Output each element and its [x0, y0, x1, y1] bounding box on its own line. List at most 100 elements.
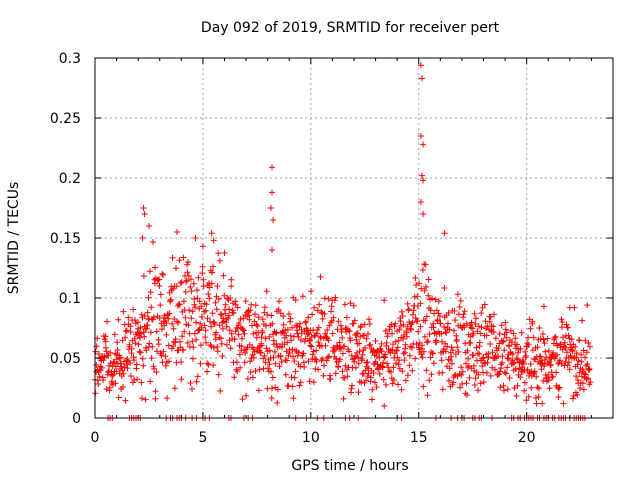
data-point [237, 316, 244, 322]
data-point [120, 370, 127, 377]
data-point [315, 366, 322, 373]
data-point [470, 352, 477, 359]
data-point [361, 380, 368, 386]
data-point [453, 336, 460, 343]
data-point [146, 340, 153, 347]
data-point [408, 326, 415, 333]
data-point [190, 355, 196, 362]
data-point [301, 364, 308, 370]
data-point [578, 358, 585, 365]
data-point [426, 331, 433, 338]
data-point [132, 340, 139, 347]
data-point [504, 386, 511, 393]
data-point [204, 315, 211, 322]
data-point [104, 318, 111, 325]
data-point [340, 395, 347, 402]
data-point [385, 364, 392, 371]
data-point [269, 189, 275, 196]
data-point [519, 364, 526, 371]
data-point [218, 311, 225, 318]
data-point [552, 333, 559, 340]
data-point [192, 235, 199, 241]
data-point [463, 360, 469, 367]
data-point [140, 362, 147, 369]
data-point [331, 297, 338, 304]
data-point [344, 373, 351, 380]
data-point [355, 360, 362, 367]
data-point [207, 318, 214, 325]
data-point [378, 348, 385, 355]
data-point [323, 334, 330, 340]
data-point [507, 327, 514, 334]
data-point [162, 362, 169, 369]
data-point [428, 371, 435, 378]
data-point [478, 310, 485, 317]
data-point [388, 321, 395, 328]
data-point [421, 287, 428, 294]
data-point [172, 336, 179, 343]
data-point [250, 346, 257, 353]
data-point [148, 355, 155, 362]
data-point [156, 282, 163, 289]
data-point [508, 339, 515, 346]
data-point [122, 334, 129, 341]
data-point [282, 371, 289, 378]
data-point [512, 335, 519, 342]
data-point [264, 385, 271, 392]
data-point [325, 295, 332, 302]
x-axis-label: GPS time / hours [291, 458, 408, 474]
data-point [152, 395, 159, 402]
data-point [267, 205, 274, 211]
data-point [182, 314, 189, 321]
data-point [513, 392, 520, 399]
data-point [466, 374, 473, 381]
data-point [359, 357, 365, 364]
data-point [251, 318, 258, 325]
data-point [175, 319, 182, 326]
data-point [290, 353, 296, 360]
data-point [166, 310, 173, 317]
data-point [325, 337, 332, 344]
data-point [525, 334, 532, 341]
data-point [222, 301, 229, 308]
data-point [319, 315, 326, 322]
data-point [435, 310, 442, 317]
data-point [330, 314, 337, 321]
data-point [224, 341, 230, 348]
data-point [555, 385, 562, 392]
data-point [315, 324, 322, 331]
data-point [252, 368, 259, 374]
data-point [461, 308, 468, 315]
data-point [286, 311, 292, 318]
data-point [147, 268, 153, 275]
data-point [533, 373, 540, 380]
data-point [153, 328, 160, 335]
data-point [434, 316, 441, 323]
data-point [504, 364, 511, 371]
data-point [568, 336, 575, 343]
data-point [269, 374, 276, 381]
data-point [404, 323, 411, 330]
data-point [476, 339, 483, 346]
data-point [308, 288, 315, 295]
data-point [255, 387, 262, 394]
data-point [308, 334, 315, 340]
data-point [564, 349, 570, 356]
data-point [558, 316, 565, 323]
data-point [185, 272, 192, 279]
data-point [176, 257, 183, 264]
data-point [186, 330, 193, 337]
data-point [464, 392, 470, 398]
data-point [246, 316, 253, 323]
data-point [178, 359, 185, 365]
data-point [475, 323, 482, 330]
data-point [539, 400, 546, 407]
data-point [497, 368, 503, 375]
data-point [355, 389, 362, 396]
data-point [144, 309, 151, 316]
data-point [504, 355, 511, 361]
data-point [420, 348, 427, 355]
data-point [433, 339, 440, 346]
data-point [523, 397, 530, 404]
data-point [473, 315, 479, 322]
